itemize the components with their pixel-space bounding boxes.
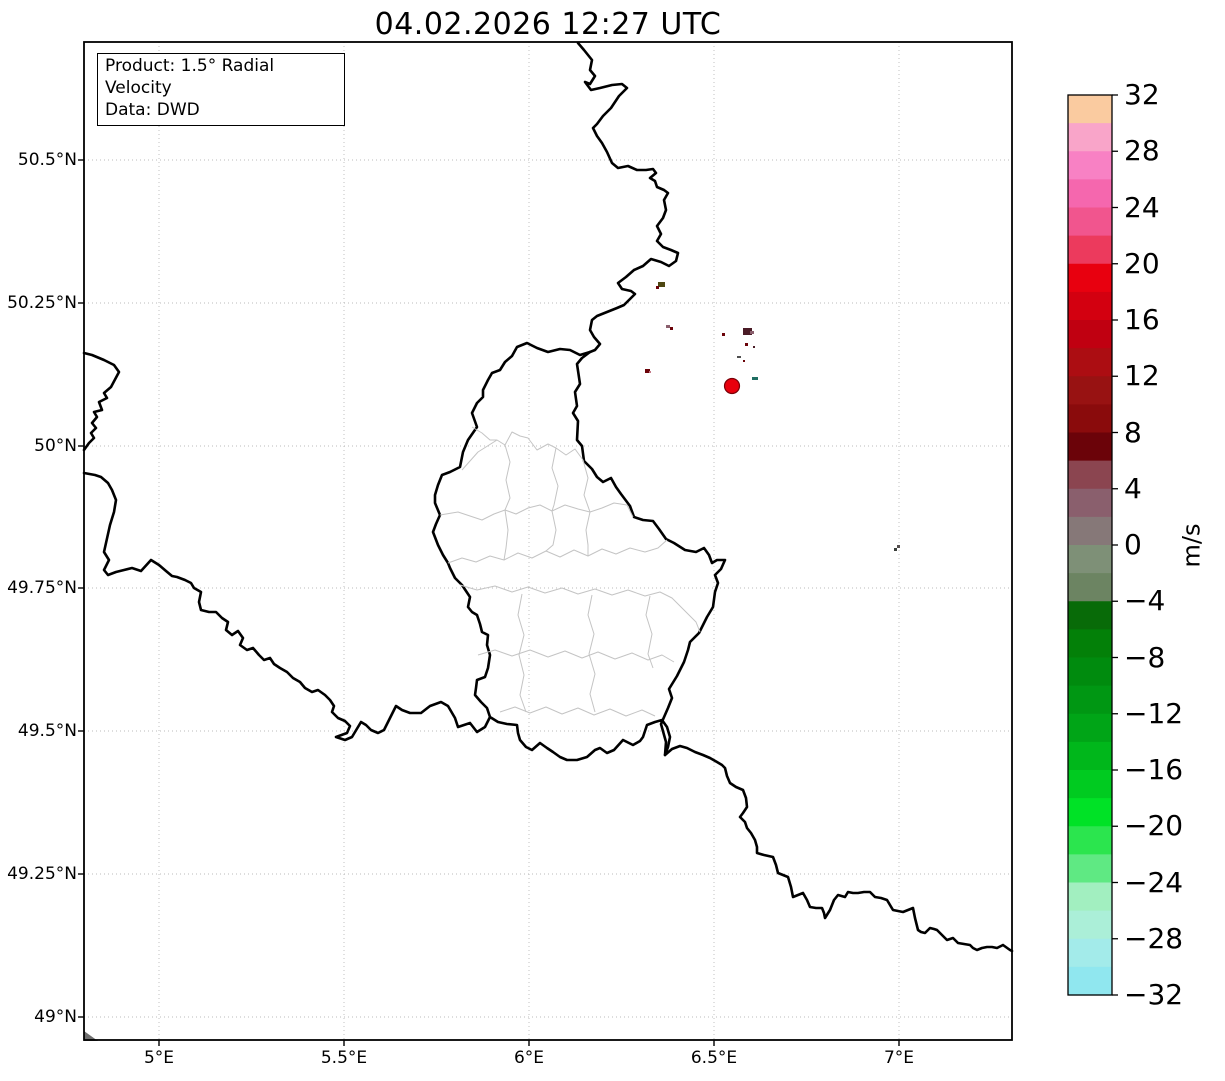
colorbar-segment (1068, 516, 1112, 546)
colorbar-segment (1068, 320, 1112, 349)
product-info-box: Product: 1.5° Radial Velocity Data: DWD (97, 53, 345, 127)
colorbar-tick-label: 24 (1124, 190, 1160, 224)
echo-pixel (649, 371, 651, 373)
echo-pixel (743, 328, 752, 335)
colorbar-tick-label: −24 (1124, 865, 1184, 899)
echo-pixel (894, 548, 897, 551)
colorbar-segment (1068, 545, 1112, 574)
colorbar-segment (1068, 348, 1112, 377)
colorbar-tick-label: −16 (1124, 753, 1184, 786)
colorbar-tick-label: 16 (1124, 303, 1160, 336)
colorbar-segment (1068, 938, 1112, 968)
colorbar-segment (1068, 95, 1112, 124)
product-label: Product: 1.5° Radial Velocity (105, 56, 275, 98)
colorbar-tick-label: 0 (1124, 528, 1142, 561)
lon-tick-label: 6.5°E (690, 1048, 738, 1068)
colorbar-tick-label: −12 (1124, 696, 1184, 730)
colorbar-segment (1068, 826, 1112, 855)
colorbar-segment (1068, 460, 1112, 490)
colorbar-segment (1068, 432, 1112, 462)
lon-tick-label: 6°E (513, 1048, 545, 1068)
colorbar-segment (1068, 966, 1112, 996)
colorbar-segment (1068, 882, 1112, 912)
colorbar-segment (1068, 179, 1112, 209)
border-belgium-germany (576, 41, 680, 354)
lon-tick-label: 5°E (143, 1048, 175, 1068)
echo-pixel (753, 346, 755, 348)
colorbar-tick-label: −8 (1124, 640, 1166, 674)
colorbar-segment (1068, 798, 1112, 827)
echo-pixel (670, 327, 673, 330)
canton-borders (439, 426, 701, 717)
colorbar-segment (1068, 910, 1112, 940)
lat-tick-label: 49.25°N (7, 864, 77, 884)
echo-pixel (897, 545, 900, 548)
axis-ticks (78, 159, 900, 1046)
lon-tick-label: 5.5°E (320, 1048, 368, 1068)
echo-pixel (745, 343, 748, 346)
graticule-gridlines (84, 42, 1012, 1040)
data-source-label: Data: DWD (105, 99, 200, 120)
echo-pixel (722, 333, 725, 336)
corner-border-fragment (84, 1031, 98, 1041)
colorbar-tick-label: −32 (1124, 978, 1184, 1011)
colorbar-segment (1068, 770, 1112, 799)
echo-pixel (658, 282, 665, 287)
colorbar-segment (1068, 376, 1112, 405)
colorbar (1067, 94, 1118, 996)
lat-tick-label: 49°N (34, 1007, 77, 1027)
lat-tick-label: 49.75°N (7, 578, 77, 598)
colorbar-tick-label: 20 (1124, 246, 1160, 280)
colorbar-segment (1068, 235, 1112, 265)
echo-pixel (752, 377, 758, 380)
colorbar-tick-label: 12 (1124, 359, 1160, 393)
echo-pixel (743, 360, 745, 362)
border-france-germany (663, 744, 1014, 953)
country-borders (82, 41, 1014, 953)
colorbar-segment (1068, 573, 1112, 602)
border-luxembourg (431, 341, 727, 762)
colorbar-segment (1068, 207, 1112, 237)
colorbar-segment (1068, 629, 1112, 659)
echo-pixel (737, 356, 741, 358)
radar-site-dot (723, 377, 741, 395)
lat-tick-label: 50°N (34, 436, 77, 456)
colorbar-segment (1068, 685, 1112, 715)
lat-tick-label: 50.5°N (17, 150, 77, 170)
colorbar-segment (1068, 488, 1112, 518)
lon-tick-label: 7°E (883, 1048, 915, 1068)
echo-pixel (666, 325, 670, 328)
echo-pixel (656, 286, 659, 289)
colorbar-tick-label: 4 (1124, 471, 1142, 505)
colorbar-tick-label: −28 (1124, 921, 1184, 955)
echo-pixel (645, 369, 650, 373)
colorbar-tick-label: −4 (1124, 584, 1166, 618)
figure-title: 04.02.2026 12:27 UTC (374, 7, 722, 42)
colorbar-segment (1068, 123, 1112, 152)
radar-site-marker (723, 377, 741, 395)
echo-pixel (750, 331, 754, 334)
colorbar-segment (1068, 741, 1112, 771)
lat-tick-label: 50.25°N (7, 293, 77, 313)
colorbar-tick-label: 28 (1124, 134, 1160, 168)
colorbar-tick-label: −20 (1124, 809, 1184, 843)
border-belgium-france (82, 471, 492, 742)
colorbar-segment (1068, 291, 1112, 321)
colorbar-segment (1068, 151, 1112, 180)
colorbar-segment (1068, 404, 1112, 434)
radar-echo-pixels (645, 282, 900, 551)
colorbar-tick-label: 8 (1124, 415, 1142, 449)
colorbar-segment (1068, 601, 1112, 630)
colorbar-segment (1068, 713, 1112, 743)
colorbar-segment (1068, 263, 1112, 293)
colorbar-segment (1068, 657, 1112, 687)
lat-tick-label: 49.5°N (17, 721, 77, 741)
border-belgium-france-west (82, 351, 121, 452)
map-axes-frame (83, 41, 1013, 1041)
colorbar-tick-label: 32 (1124, 78, 1160, 111)
colorbar-segment (1068, 854, 1112, 884)
